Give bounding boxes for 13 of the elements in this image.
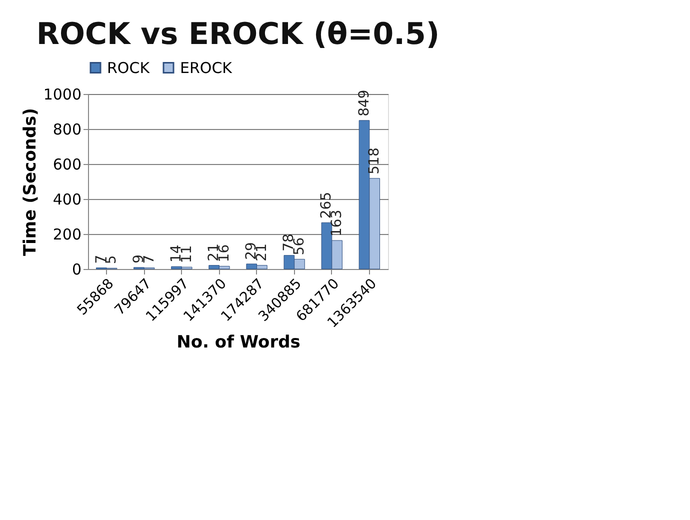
y-tick-label: 0 xyxy=(72,260,82,278)
y-tick-label: 400 xyxy=(52,190,82,208)
data-label: 849 xyxy=(356,90,372,116)
y-tick-label: 200 xyxy=(52,226,82,244)
chart-title: ROCK vs EROCK (θ=0.5) xyxy=(36,17,440,52)
legend-label: EROCK xyxy=(180,58,234,77)
y-axis-title: Time (Seconds) xyxy=(20,108,40,256)
y-tick-label: 1000 xyxy=(43,86,82,104)
y-tick-label: 600 xyxy=(52,156,82,174)
x-axis-title: No. of Words xyxy=(176,332,300,352)
data-label: 518 xyxy=(366,148,383,174)
legend-label: ROCK xyxy=(107,58,151,77)
y-tick-label: 800 xyxy=(52,120,82,138)
